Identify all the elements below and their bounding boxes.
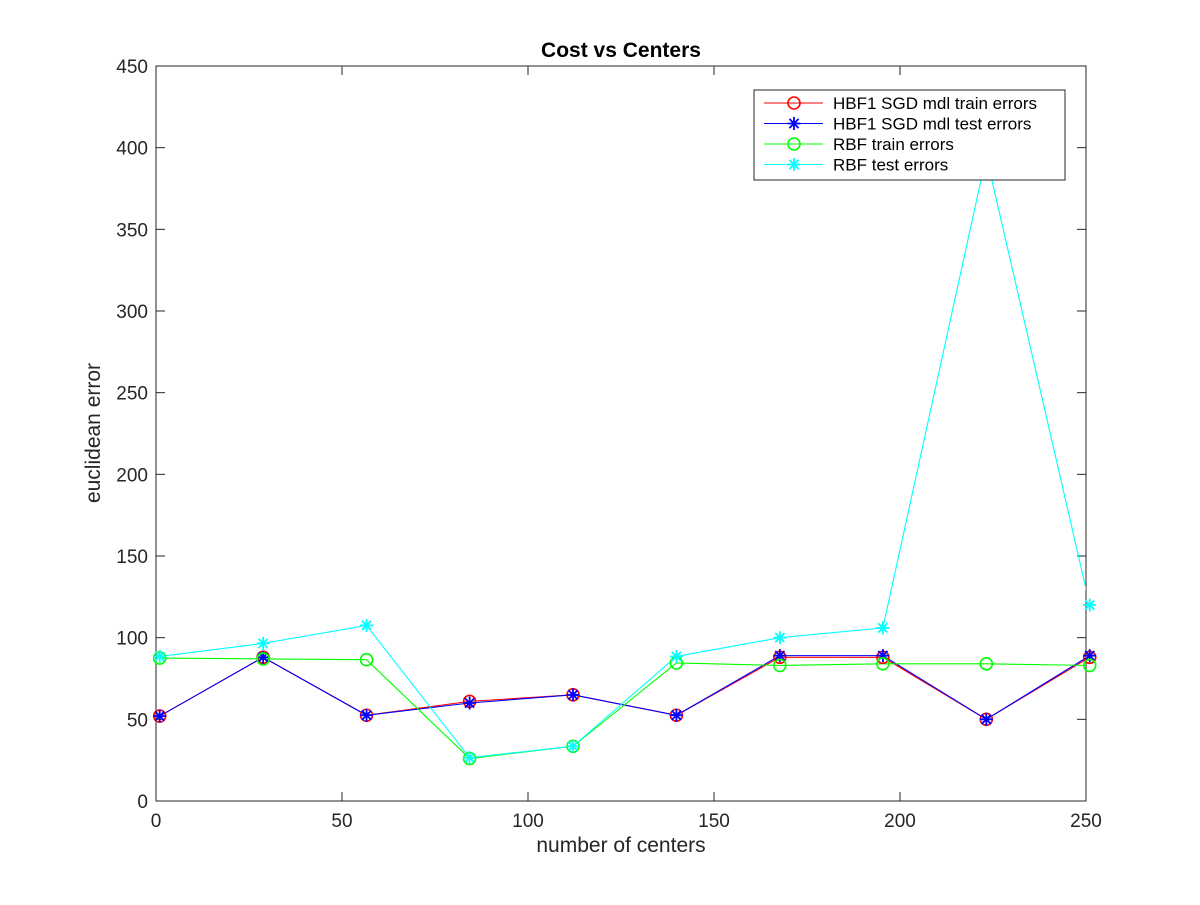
- series-4-point-stroke: [774, 632, 786, 643]
- x-tick-label: 100: [512, 811, 544, 832]
- series-3-point: [876, 656, 890, 671]
- y-tick-label: 350: [116, 220, 148, 241]
- plot-area: [155, 65, 1087, 802]
- series-3-point: [773, 658, 787, 673]
- series-4-point: [463, 751, 477, 765]
- markers-layer: [152, 149, 1097, 766]
- legend-label-4: RBF test errors: [833, 156, 948, 175]
- series-4-point: [256, 636, 270, 650]
- y-tick-label: 450: [116, 57, 148, 78]
- x-tick-label: 150: [698, 811, 730, 832]
- x-tick-label: 250: [1070, 811, 1102, 832]
- x-tick-label: 200: [884, 811, 916, 832]
- series-2-point-stroke: [361, 710, 372, 721]
- series-2-point-stroke: [981, 714, 992, 725]
- series-4-point: [153, 649, 167, 663]
- series-3-point: [1082, 658, 1097, 673]
- y-tick-label: 400: [116, 139, 148, 160]
- series-2-point: [1083, 649, 1097, 663]
- series-4-point-stroke: [257, 638, 269, 649]
- series-2-point: [360, 708, 374, 722]
- axis-ticks: 0 50 100 150 200 250 0 50 100 150 200 250 300 350 400 4…: [116, 57, 1102, 832]
- series-2-point: [463, 696, 477, 710]
- series-4-point: [669, 649, 683, 663]
- y-tick-label: 200: [116, 465, 148, 486]
- series-4-point-stroke: [154, 651, 165, 662]
- y-tick-label: 100: [116, 629, 148, 650]
- series-4-point: [773, 631, 787, 645]
- series-2-point: [979, 712, 993, 726]
- y-tick-label: 0: [137, 792, 148, 813]
- series-2-point: [566, 688, 580, 702]
- legend: HBF1 SGD mdl train errors HBF1 SGD mdl te…: [753, 89, 1066, 181]
- legend-marker-4-stroke: [788, 159, 800, 170]
- series-2-point-stroke: [154, 710, 165, 722]
- x-tick-label: 50: [331, 811, 352, 832]
- series-4-point-stroke: [877, 622, 889, 634]
- series-4-point: [360, 618, 374, 632]
- legend-marker-3: [787, 137, 801, 151]
- series-4-point: [566, 739, 580, 753]
- series-3-point: [979, 656, 994, 671]
- chart-title: Cost vs Centers: [541, 39, 701, 62]
- series-4-point: [876, 621, 890, 635]
- legend-label-2: HBF1 SGD mdl test errors: [833, 115, 1031, 134]
- series-4-point-stroke: [361, 620, 372, 631]
- legend-marker-1: [787, 96, 801, 110]
- series-4-point-stroke: [671, 651, 682, 662]
- y-tick-label: 50: [127, 710, 148, 731]
- y-tick-label: 300: [116, 302, 148, 323]
- y-tick-label: 250: [116, 384, 148, 405]
- x-tick-label: 0: [151, 811, 162, 832]
- series-line-3: [159, 657, 1086, 760]
- legend-marker-2-stroke: [788, 118, 800, 129]
- x-axis-label: number of centers: [536, 834, 705, 857]
- legend-label-3: RBF train errors: [833, 135, 954, 154]
- series-4-point: [1083, 598, 1097, 612]
- series-2-point-stroke: [671, 710, 682, 721]
- series-layer: [159, 155, 1086, 760]
- legend-marker-2: [787, 117, 801, 130]
- series-line-4: [159, 155, 1086, 759]
- series-4-point-stroke: [1084, 599, 1095, 611]
- series-4-point-stroke: [567, 741, 579, 752]
- y-tick-label: 150: [116, 547, 148, 568]
- legend-marker-4: [787, 158, 801, 171]
- series-3-point: [359, 652, 374, 667]
- series-2-point: [669, 708, 683, 722]
- legend-label-1: HBF1 SGD mdl train errors: [833, 94, 1037, 113]
- series-2-point-stroke: [567, 689, 579, 701]
- series-2-point-stroke: [1084, 650, 1095, 661]
- series-2-point: [153, 709, 167, 723]
- y-axis-label: euclidean error: [82, 363, 105, 503]
- series-3-point: [256, 652, 270, 666]
- series-2-point-stroke: [464, 697, 475, 709]
- series-4-point-stroke: [464, 752, 475, 763]
- series-2-point-stroke: [774, 650, 786, 661]
